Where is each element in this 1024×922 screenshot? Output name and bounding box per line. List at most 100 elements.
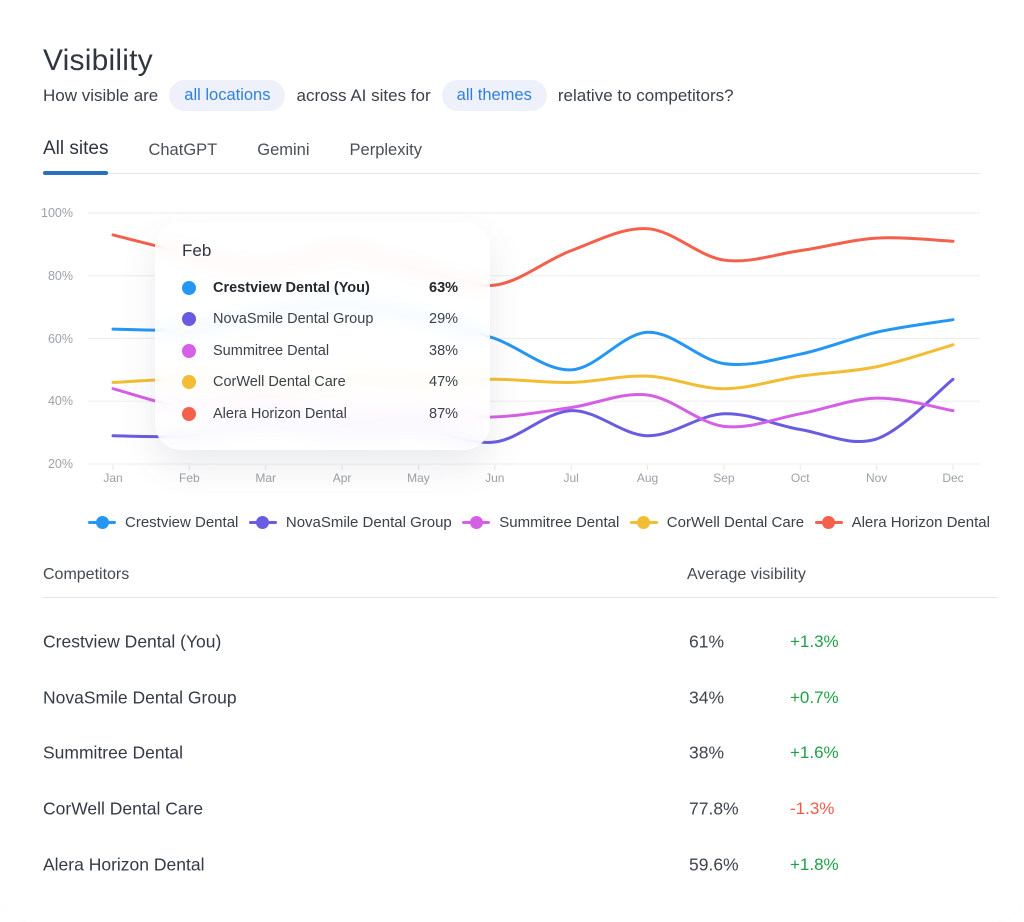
tooltip-series-value: 38% — [429, 342, 459, 359]
line-marker-icon — [462, 515, 491, 529]
legend-dot — [637, 515, 651, 529]
average-visibility-value: 59.6% — [689, 854, 739, 875]
page-title: Visibility — [43, 44, 153, 77]
chart-tooltip: Feb Crestview Dental (You) 63% NovaSmile D… — [155, 222, 490, 450]
tooltip-series-value: 47% — [429, 374, 459, 391]
visibility-change: -1.3% — [790, 798, 835, 818]
tab-label: Gemini — [257, 141, 310, 159]
x-tick-label-oct: Oct — [790, 471, 810, 485]
tooltip-series-name: Alera Horizon Dental — [213, 405, 347, 422]
all-themes-pill[interactable]: all themes — [441, 80, 547, 111]
legend-label: CorWell Dental Care — [666, 513, 805, 531]
legend-dot — [256, 515, 270, 529]
y-tick-label-80: 80% — [47, 268, 73, 283]
table-header-divider — [43, 597, 997, 598]
line-marker-icon — [248, 515, 277, 529]
tab-label: All sites — [43, 138, 109, 159]
tooltip-series-value: 87% — [429, 405, 459, 422]
subtitle: How visible are all locations across AI … — [43, 80, 734, 111]
legend-item-summitree-dental[interactable]: Summitree Dental — [462, 514, 619, 531]
line-marker-icon — [88, 515, 116, 529]
competitor-name: Alera Horizon Dental — [43, 854, 205, 875]
legend-dot — [822, 515, 836, 529]
line-marker-icon — [629, 515, 658, 529]
average-visibility-value: 38% — [689, 742, 725, 763]
tooltip-series-name: CorWell Dental Care — [213, 374, 346, 391]
legend-label: Crestview Dental — [125, 513, 239, 531]
competitor-name: Summitree Dental — [43, 742, 184, 763]
table-row-corwell-dental-care: CorWell Dental Care 77.8% -1.3% — [43, 781, 997, 837]
tooltip-row: NovaSmile Dental Group 29% — [182, 304, 465, 336]
tooltip-row: CorWell Dental Care 47% — [182, 367, 465, 399]
tabs: All sites ChatGPT Gemini Perplexity — [43, 138, 980, 175]
tab-chatgpt[interactable]: ChatGPT — [148, 141, 217, 173]
tooltip-row: Summitree Dental 38% — [182, 335, 465, 367]
all-locations-pill[interactable]: all locations — [169, 80, 286, 111]
tab-gemini[interactable]: Gemini — [257, 141, 309, 173]
visibility-change: +1.8% — [790, 854, 839, 874]
series-dot-icon — [182, 343, 196, 358]
legend-item-novasmile-dental-group[interactable]: NovaSmile Dental Group — [248, 513, 452, 531]
average-visibility-value: 34% — [689, 687, 725, 708]
y-tick-label-60: 60% — [47, 331, 73, 346]
competitor-name: CorWell Dental Care — [43, 798, 204, 819]
table-rows: Crestview Dental (You) 61% +1.3% NovaSmile … — [43, 614, 997, 892]
x-tick-label-mar: Mar — [255, 471, 277, 485]
subtitle-text-1: How visible are — [43, 85, 159, 105]
tab-perplexity[interactable]: Perplexity — [350, 141, 422, 173]
competitor-name: Crestview Dental (You) — [43, 631, 222, 652]
x-tick-label-feb: Feb — [179, 471, 200, 485]
tooltip-series-value: 29% — [429, 311, 459, 328]
legend-label: Alera Horizon Dental — [851, 513, 990, 531]
series-dot-icon — [182, 312, 196, 327]
active-tab-underline — [43, 171, 109, 175]
x-tick-label-apr: Apr — [332, 471, 352, 485]
x-tick-label-jul: Jul — [563, 471, 579, 485]
legend-dot — [95, 515, 109, 529]
legend-label: NovaSmile Dental Group — [285, 513, 452, 531]
legend-item-alera-horizon-dental[interactable]: Alera Horizon Dental — [814, 513, 990, 531]
table-header-average-visibility: Average visibility — [687, 566, 806, 583]
table-header-competitors: Competitors — [43, 566, 130, 583]
series-dot-icon — [182, 280, 196, 295]
table-row-crestview-dental-you: Crestview Dental (You) 61% +1.3% — [43, 614, 997, 670]
competitor-name: NovaSmile Dental Group — [43, 687, 237, 708]
subtitle-text-3: relative to competitors? — [557, 85, 734, 105]
table-row-novasmile-dental-group: NovaSmile Dental Group 34% +0.7% — [43, 670, 997, 726]
tooltip-series-name: NovaSmile Dental Group — [213, 311, 374, 328]
visibility-change: +1.3% — [790, 631, 839, 651]
x-tick-label-nov: Nov — [865, 471, 888, 485]
tooltip-series-value: 63% — [429, 279, 459, 296]
tab-all-sites[interactable]: All sites — [43, 138, 109, 175]
subtitle-text-2: across AI sites for — [296, 85, 431, 105]
legend-item-corwell-dental-care[interactable]: CorWell Dental Care — [629, 513, 805, 531]
x-tick-label-sep: Sep — [713, 471, 735, 485]
table-row-alera-horizon-dental: Alera Horizon Dental 59.6% +1.8% — [43, 837, 997, 893]
x-tick-label-jun: Jun — [485, 471, 505, 485]
legend-dot — [469, 515, 483, 529]
legend-label: Summitree Dental — [499, 513, 620, 531]
visibility-change: +0.7% — [790, 687, 839, 707]
legend-item-crestview-dental[interactable]: Crestview Dental — [88, 514, 238, 531]
average-visibility-value: 77.8% — [689, 798, 739, 819]
chart-plot[interactable] — [0, 195, 1024, 495]
tooltip-row: Alera Horizon Dental 87% — [182, 398, 465, 430]
tooltip-rows: Crestview Dental (You) 63% NovaSmile Denta… — [182, 272, 465, 430]
table-row-summitree-dental: Summitree Dental 38% +1.6% — [43, 725, 997, 781]
x-tick-label-dec: Dec — [942, 471, 964, 485]
tooltip-series-name: Crestview Dental (You) — [213, 279, 370, 296]
y-tick-label-40: 40% — [47, 394, 73, 409]
tooltip-month: Feb — [182, 241, 212, 260]
tooltip-series-name: Summitree Dental — [213, 342, 330, 359]
visibility-change: +1.6% — [790, 743, 839, 763]
x-tick-label-may: May — [407, 471, 430, 485]
series-dot-icon — [182, 375, 196, 390]
y-tick-label-100: 100% — [41, 206, 73, 220]
x-tick-label-jan: Jan — [103, 471, 123, 485]
visibility-chart[interactable]: 100% 80% 60% 40% 20% Jan Feb Mar Apr May Jun Jul Au… — [0, 195, 1024, 495]
series-dot-icon — [182, 406, 196, 421]
tooltip-row: Crestview Dental (You) 63% — [182, 272, 465, 304]
chart-legend: Crestview Dental NovaSmile Dental Group Su… — [0, 506, 1024, 538]
average-visibility-value: 61% — [689, 631, 725, 652]
